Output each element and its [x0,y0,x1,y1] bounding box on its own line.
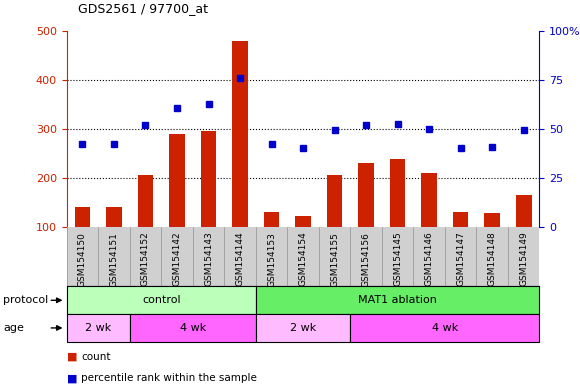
Bar [67,314,130,342]
Text: 2 wk: 2 wk [85,323,111,333]
Bar [106,207,122,276]
Text: ■: ■ [67,373,77,383]
Text: 2 wk: 2 wk [290,323,316,333]
Text: percentile rank within the sample: percentile rank within the sample [81,373,257,383]
Bar [130,314,256,342]
Bar [137,175,153,276]
Text: count: count [81,352,111,362]
Text: 4 wk: 4 wk [432,323,458,333]
Text: MAT1 ablation: MAT1 ablation [358,295,437,305]
Bar [484,213,500,276]
Text: GSM154149: GSM154149 [519,232,528,286]
Text: 4 wk: 4 wk [180,323,206,333]
Bar [350,314,539,342]
Bar [232,41,248,276]
Text: GSM154152: GSM154152 [141,232,150,286]
Bar [327,175,342,276]
Text: GSM154155: GSM154155 [330,232,339,286]
Bar [256,286,539,314]
Bar [264,212,280,276]
Text: GSM154148: GSM154148 [488,232,496,286]
Text: GSM154144: GSM154144 [235,232,245,286]
Text: GSM154151: GSM154151 [110,232,118,286]
Text: GSM154145: GSM154145 [393,232,402,286]
Bar [169,134,185,276]
Text: age: age [3,323,24,333]
Bar [295,216,311,276]
Text: GSM154146: GSM154146 [425,232,434,286]
Text: GSM154153: GSM154153 [267,232,276,286]
Text: protocol: protocol [3,295,48,305]
Text: GSM154147: GSM154147 [456,232,465,286]
Text: GSM154143: GSM154143 [204,232,213,286]
Bar [75,207,90,276]
Text: GDS2561 / 97700_at: GDS2561 / 97700_at [78,2,208,15]
Bar [390,159,405,276]
Bar [516,195,531,276]
Text: GSM154150: GSM154150 [78,232,87,286]
Text: GSM154156: GSM154156 [361,232,371,286]
Text: ■: ■ [67,352,77,362]
Text: GSM154142: GSM154142 [172,232,182,286]
Bar [358,163,374,276]
Bar [67,286,256,314]
Text: GSM154154: GSM154154 [299,232,307,286]
Bar [421,173,437,276]
Text: control: control [142,295,180,305]
Bar [453,212,469,276]
Bar [256,314,350,342]
Bar [201,131,216,276]
